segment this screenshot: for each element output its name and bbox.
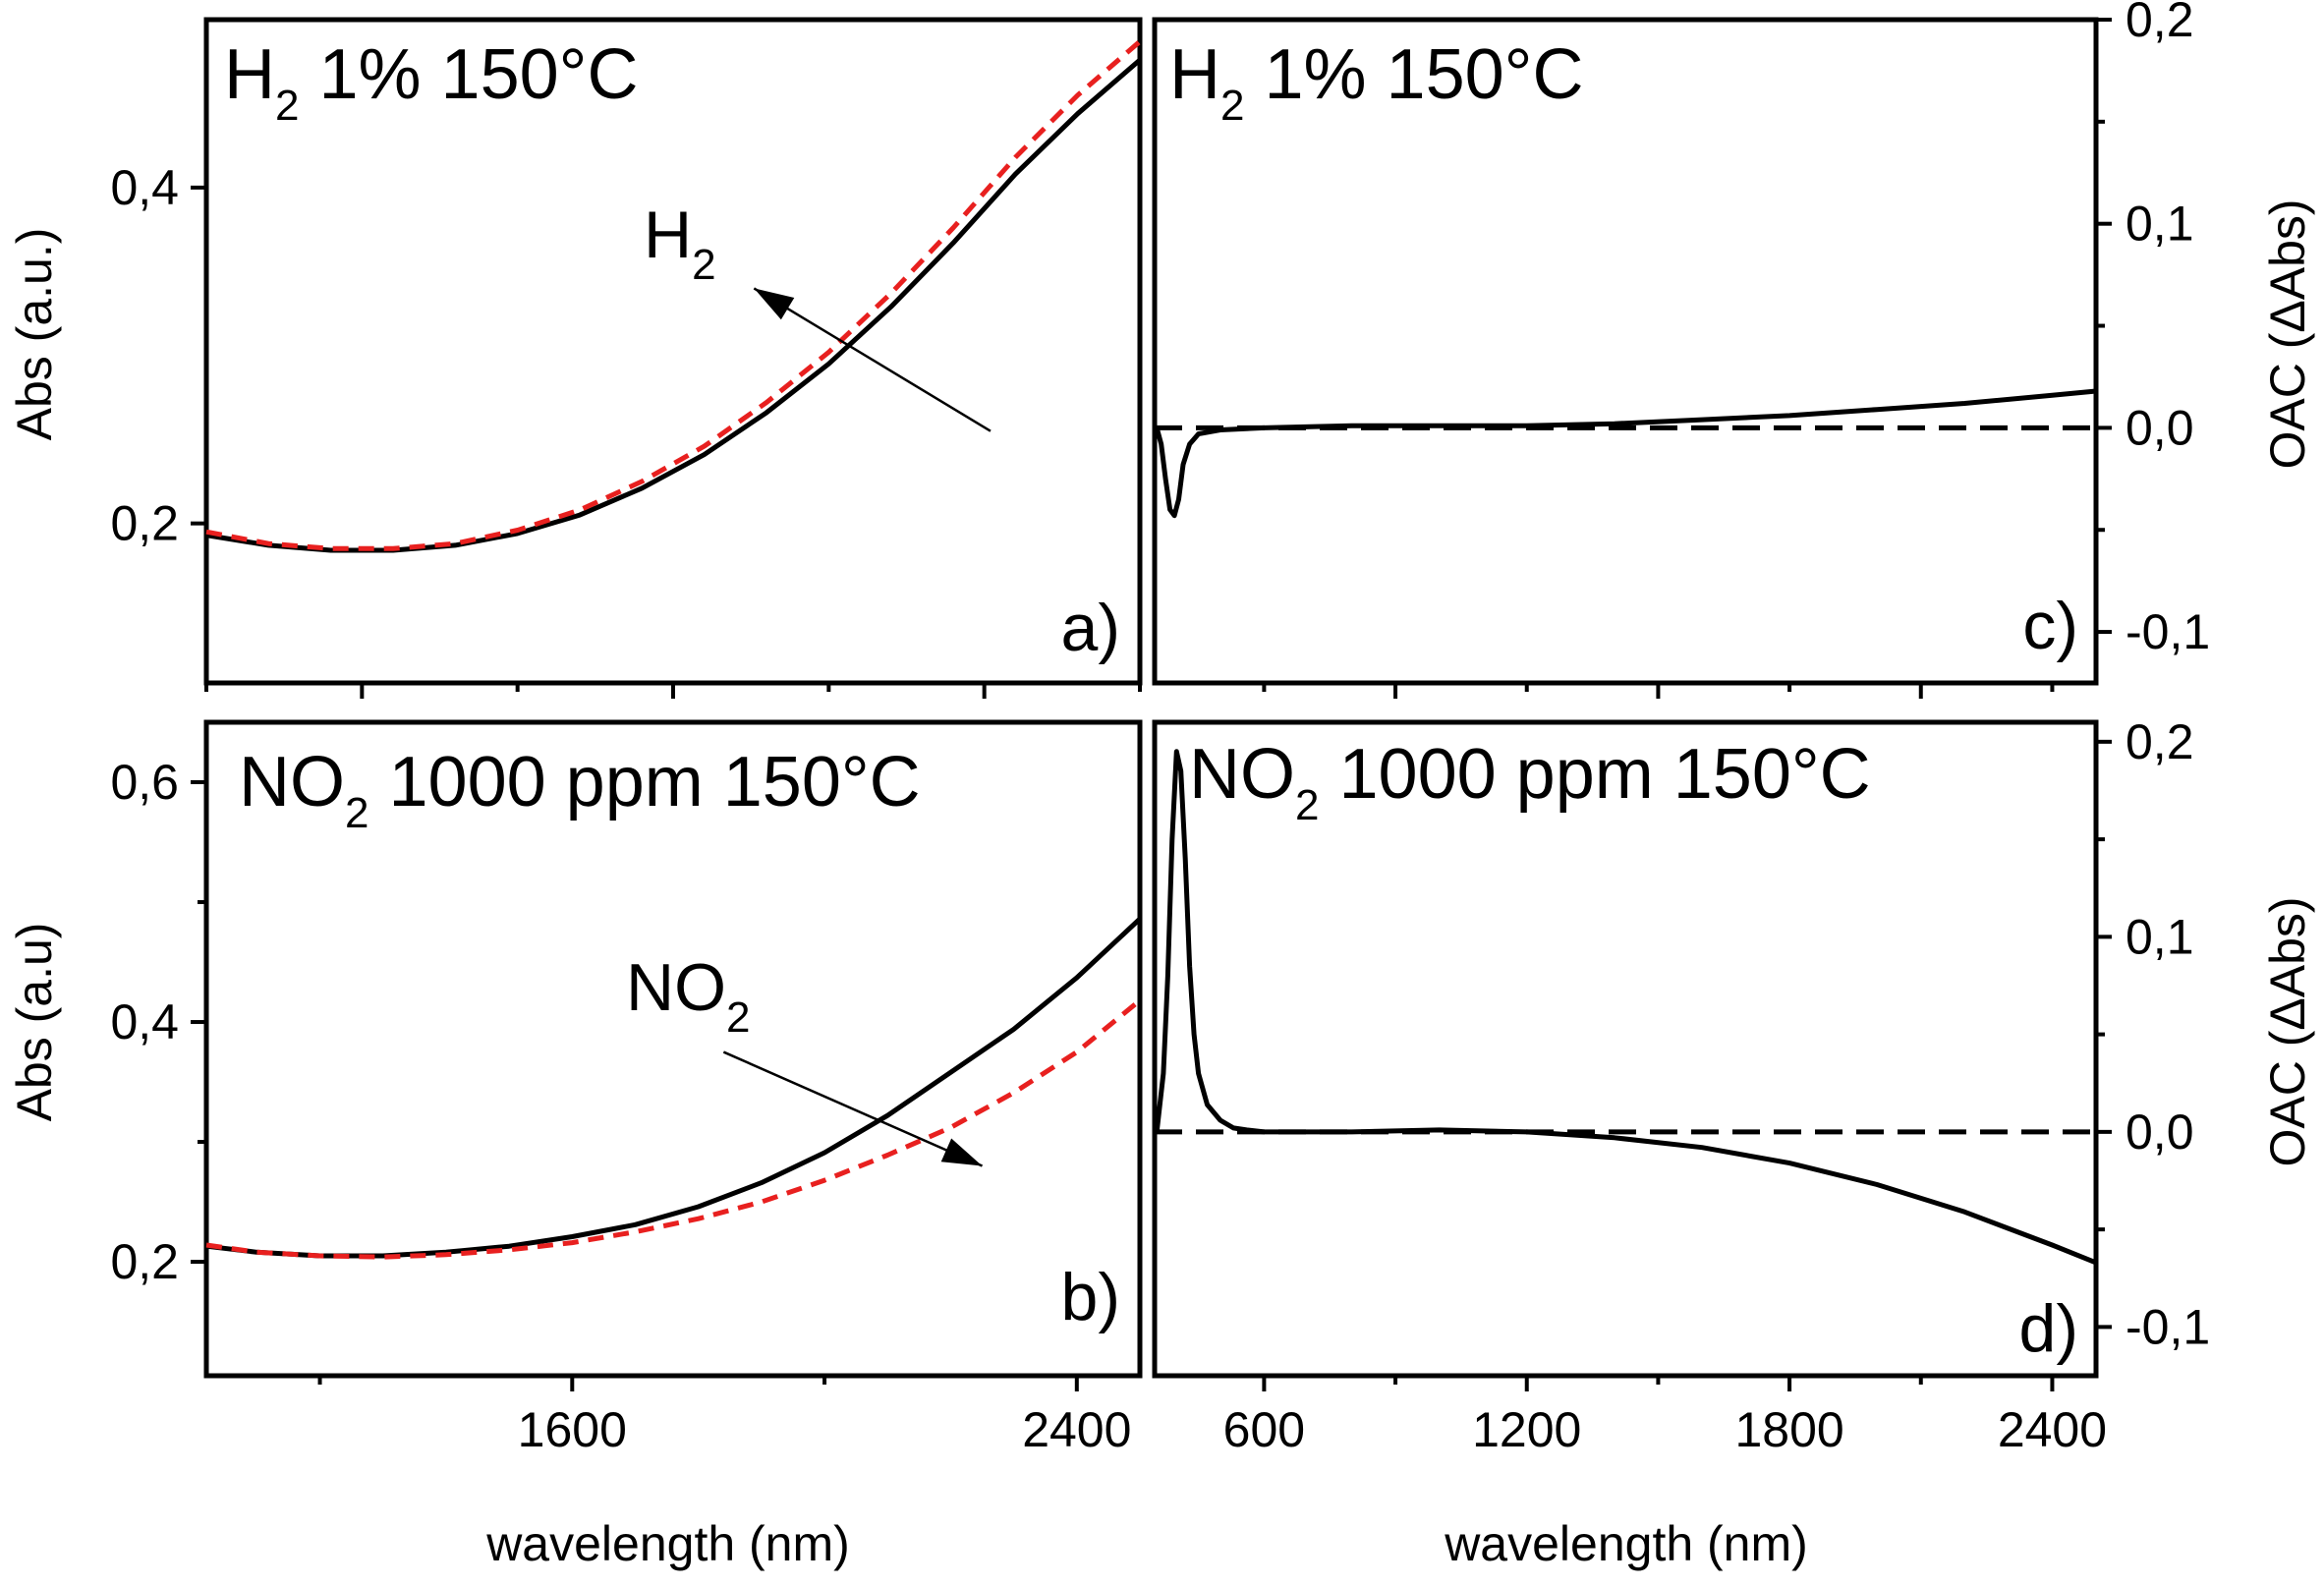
panel-d-xtick-label: 600 — [1223, 1402, 1305, 1457]
panel-a-annotation-arrow-line — [753, 287, 992, 432]
panel-b-ylabel: Abs (a.u) — [7, 923, 62, 1122]
panel-c-ytick-label: 0,0 — [2126, 400, 2194, 455]
panel-a-series-0-solid — [205, 58, 1142, 553]
panel-a-ylabel: Abs (a.u.) — [7, 228, 62, 441]
panel-b-series-1-dashed — [205, 998, 1142, 1260]
panel-a-ytick-label: 0,2 — [110, 496, 179, 551]
panel-d-frame — [1152, 719, 2099, 1379]
panel-b-ytick-label: 0,4 — [110, 994, 179, 1049]
panel-a-label: a) — [1061, 591, 1120, 665]
panel-d-series-0-solid — [1154, 749, 2097, 1266]
panel-d-xtick-label: 1800 — [1734, 1402, 1843, 1457]
tick-layer — [191, 18, 2112, 1391]
tick-label-layer: 0,2 0,4 0,2 0,4 0,6 1600 2400 -0,1 0,0 0,1 0,2 -0,1… — [110, 0, 2210, 1457]
panel-b-series-0-solid — [205, 917, 1142, 1259]
panel-b-frame — [203, 719, 1143, 1379]
panel-a-annotation-text: H2 — [644, 198, 716, 289]
panel-d-ylabel: OAC (ΔAbs) — [2260, 896, 2315, 1166]
panel-b-annotation-text: NO2 — [626, 950, 750, 1042]
panel-c-ytick-label: 0,2 — [2126, 0, 2194, 47]
panel-b-annotation-arrowhead — [940, 1138, 983, 1166]
panel-c-title: H2 1% 150°C — [1169, 35, 1583, 130]
panel-b-ytick-label: 0,6 — [110, 755, 179, 810]
panel-a-frame — [203, 17, 1143, 686]
panel-a-ytick-label: 0,4 — [110, 160, 179, 215]
panel-c-ylabel: OAC (ΔAbs) — [2260, 198, 2315, 469]
panel-a-title: H2 1% 150°C — [224, 35, 638, 130]
panel-d-ytick-label: 0,1 — [2126, 909, 2194, 964]
panel-a-series-1-dashed — [205, 39, 1142, 551]
annotation-layer — [722, 287, 992, 1167]
panel-b-xlabel: wavelength (nm) — [485, 1516, 850, 1571]
panel-b-xtick-label: 1600 — [518, 1402, 627, 1457]
panel-a-annotation-arrowhead — [754, 288, 795, 320]
series-layer — [205, 39, 2097, 1266]
panel-b-xtick-label: 2400 — [1022, 1402, 1131, 1457]
panel-d-xtick-label: 2400 — [1998, 1402, 2107, 1457]
panel-d-ytick-label: 0,0 — [2126, 1105, 2194, 1160]
panel-c-ytick-label: -0,1 — [2126, 604, 2210, 659]
panel-b-label: b) — [1061, 1260, 1120, 1334]
panel-b-annotation-arrow-line — [722, 1050, 984, 1167]
panel-b-ytick-label: 0,2 — [110, 1234, 179, 1289]
panel-c-ytick-label: 0,1 — [2126, 197, 2194, 252]
panel-d-xtick-label: 1200 — [1472, 1402, 1581, 1457]
panel-d-title: NO2 1000 ppm 150°C — [1189, 735, 1871, 829]
panel-c-series-0-solid — [1154, 388, 2097, 519]
panel-d-ytick-label: 0,2 — [2126, 714, 2194, 769]
panel-b-title: NO2 1000 ppm 150°C — [239, 743, 921, 837]
panel-d-label: d) — [2019, 1291, 2078, 1366]
panel-c-label: c) — [2022, 589, 2078, 663]
panel-d-ytick-label: -0,1 — [2126, 1299, 2210, 1354]
panel-c-frame — [1152, 17, 2099, 686]
panel-d-xlabel: wavelength (nm) — [1444, 1516, 1808, 1571]
